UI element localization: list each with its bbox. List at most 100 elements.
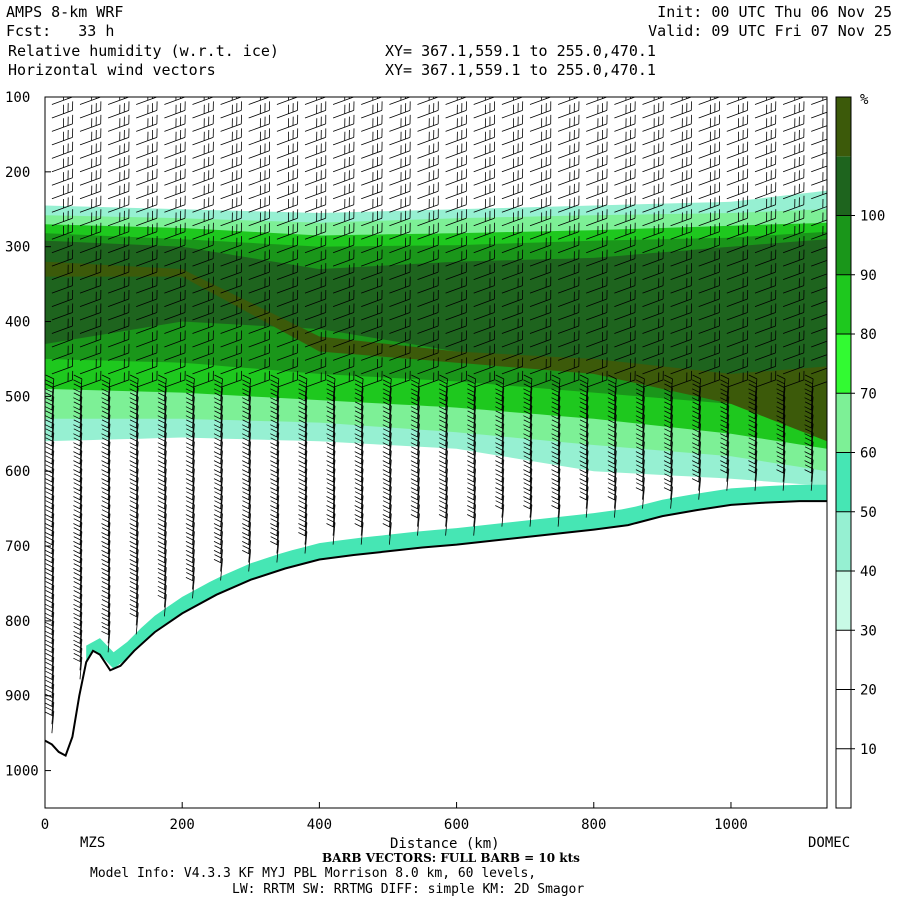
wind-barb: [304, 155, 327, 173]
x-tick-label: 400: [307, 817, 332, 833]
wind-barb: [495, 419, 505, 446]
wind-barb: [213, 437, 223, 464]
wind-barb: [438, 491, 448, 518]
wind-barb: [51, 222, 74, 240]
wind-barb: [782, 370, 805, 388]
wind-barb: [495, 473, 505, 500]
wind-barb: [557, 289, 580, 307]
wind-barb-group: [45, 97, 827, 734]
wind-barb: [382, 383, 392, 410]
wind-barb: [192, 114, 214, 132]
wind-barb: [529, 141, 552, 159]
wind-barb: [79, 303, 102, 321]
wind-barb: [304, 236, 327, 254]
wind-barb: [157, 383, 167, 410]
wind-barb: [354, 500, 364, 527]
wind-barb: [242, 410, 251, 437]
wind-barb: [473, 263, 495, 280]
wind-barb: [445, 316, 467, 334]
wind-barb: [185, 527, 195, 554]
wind-barb: [467, 491, 476, 518]
wind-barb: [361, 249, 383, 267]
wind-barb: [107, 330, 130, 348]
wind-barb: [586, 249, 608, 267]
wind-barb: [776, 455, 786, 482]
wind-barb: [557, 114, 580, 132]
wind-barb: [304, 249, 327, 267]
wind-barb: [157, 374, 167, 401]
wind-barb: [410, 410, 420, 437]
wind-barb: [101, 392, 111, 419]
wind-barb: [101, 446, 111, 473]
wind-barb: [248, 155, 270, 173]
wind-barb: [670, 114, 692, 132]
wind-barb: [586, 114, 608, 132]
wind-barb: [361, 370, 383, 388]
wind-barb: [776, 437, 786, 464]
wind-barb: [670, 303, 692, 321]
wind-barb: [304, 114, 327, 132]
wind-barb: [614, 236, 636, 254]
wind-barb: [467, 383, 476, 410]
wind-barb: [382, 464, 392, 491]
wind-barb: [213, 410, 223, 437]
wind-barb: [417, 155, 439, 173]
wind-barb: [523, 464, 533, 491]
wind-barb: [551, 473, 561, 500]
wind-barb: [804, 455, 814, 482]
wind-barb: [607, 428, 617, 455]
wind-barb: [304, 263, 327, 280]
y-tick-label: 900: [5, 689, 30, 705]
wind-barb: [754, 141, 777, 159]
wind-barb: [136, 330, 158, 348]
wind-barb: [164, 155, 186, 173]
wind-barb: [304, 222, 327, 240]
wind-barb: [332, 263, 355, 280]
wind-barb: [501, 263, 524, 280]
wind-barb: [557, 249, 580, 267]
wind-barb: [276, 330, 299, 348]
wind-barb: [164, 182, 186, 200]
wind-barb: [136, 209, 158, 227]
wind-barb: [445, 249, 467, 267]
wind-barb: [129, 491, 139, 518]
colorbar-swatch: [836, 156, 851, 216]
wind-barb: [811, 296, 827, 307]
wind-barb: [276, 182, 299, 200]
wind-barb: [242, 374, 251, 401]
wind-barb: [164, 276, 186, 294]
wind-barb: [107, 343, 130, 361]
wind-barb: [51, 155, 74, 173]
wind-barb: [45, 410, 55, 437]
wind-barb: [298, 419, 308, 446]
wind-barb: [607, 383, 617, 410]
wind-barb: [107, 114, 130, 132]
wind-barb: [270, 437, 280, 464]
x-axis-title: Distance (km): [390, 836, 500, 852]
wind-barb: [642, 195, 664, 213]
wind-barb: [213, 464, 223, 491]
wind-barb: [691, 473, 701, 500]
wind-barb: [804, 428, 814, 455]
wind-barb: [754, 168, 777, 186]
y-tick-label: 1000: [5, 764, 39, 780]
wind-barb: [185, 464, 195, 491]
wind-barb: [804, 374, 814, 401]
wind-barb: [157, 464, 167, 491]
wind-barb: [417, 330, 439, 348]
wind-barb: [304, 357, 327, 375]
wind-barb: [185, 428, 195, 455]
wind-barb: [298, 428, 308, 455]
wind-barb: [270, 374, 280, 401]
wind-barb: [192, 182, 214, 200]
wind-barb: [101, 536, 111, 563]
wind-barb: [157, 401, 167, 428]
wind-barb: [276, 128, 299, 146]
wind-barb: [51, 168, 74, 186]
wind-barb: [164, 222, 186, 240]
wind-barb: [782, 101, 805, 119]
wind-barb: [551, 500, 561, 527]
wind-barb: [557, 263, 580, 280]
wind-barb: [804, 401, 814, 428]
wind-barb: [185, 446, 195, 473]
